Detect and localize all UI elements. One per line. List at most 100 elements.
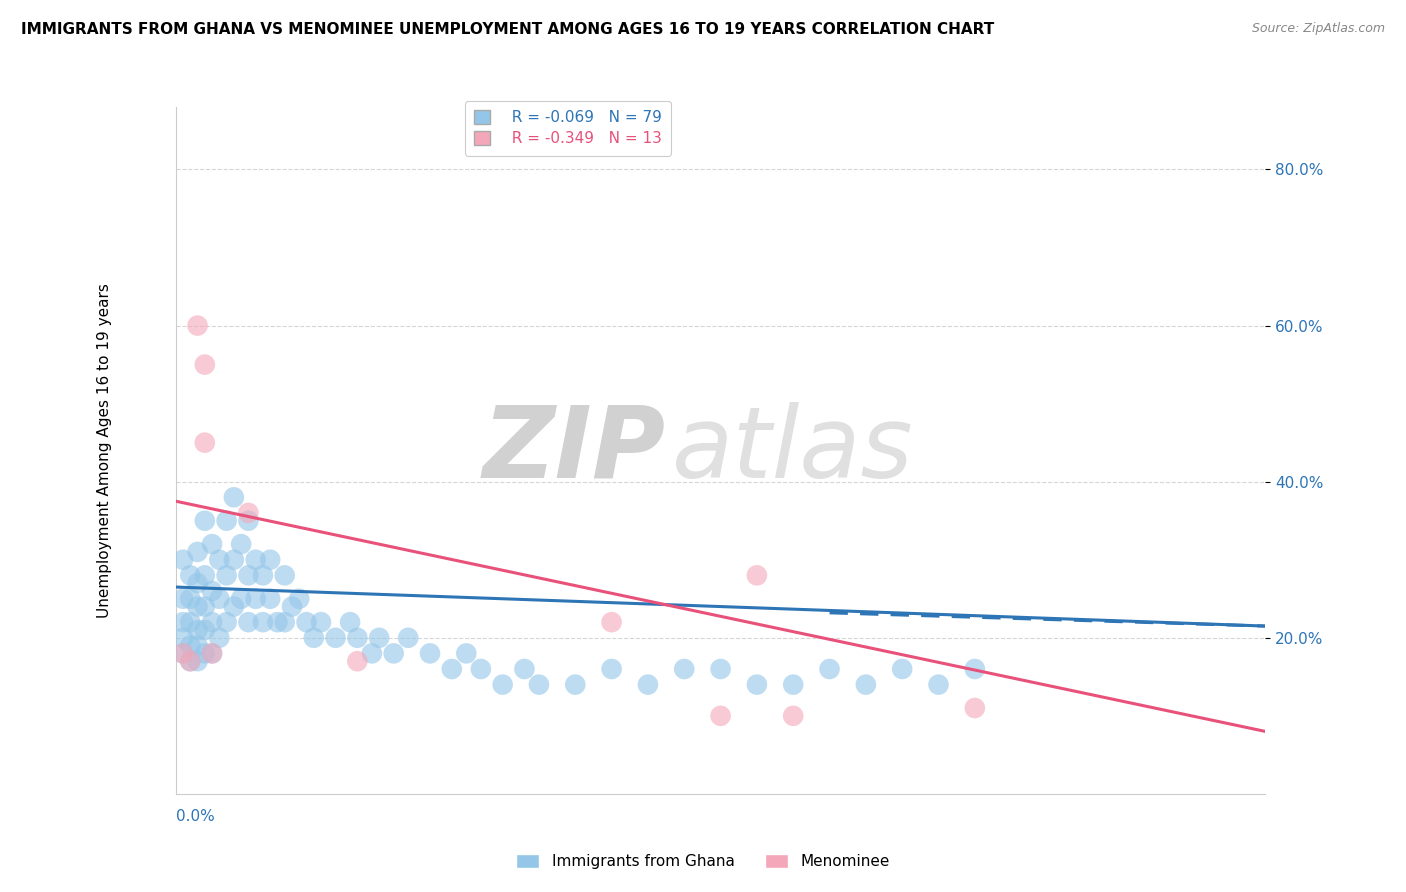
Point (222, 490, 245, 504)
Point (179, 654, 201, 668)
Point (238, 514, 260, 528)
Text: 0.0%: 0.0% (176, 809, 215, 824)
Point (818, 662, 841, 676)
Point (208, 591, 231, 606)
Point (194, 623, 217, 637)
Point (492, 678, 515, 692)
Point (382, 646, 405, 660)
Point (179, 591, 201, 606)
Point (855, 678, 877, 692)
Point (963, 701, 986, 715)
Point (339, 615, 361, 630)
Point (201, 646, 224, 660)
Point (186, 639, 209, 653)
Point (368, 631, 391, 645)
Point (281, 599, 304, 614)
Text: IMMIGRANTS FROM GHANA VS MENOMINEE UNEMPLOYMENT AMONG AGES 16 TO 19 YEARS CORREL: IMMIGRANTS FROM GHANA VS MENOMINEE UNEMP… (21, 22, 994, 37)
Point (172, 591, 194, 606)
Point (782, 708, 804, 723)
Point (245, 552, 267, 567)
Point (928, 678, 950, 692)
Point (600, 615, 623, 630)
Point (295, 615, 318, 630)
Point (456, 646, 478, 660)
Point (782, 678, 804, 692)
Point (231, 591, 253, 606)
Legend: Immigrants from Ghana, Menominee: Immigrants from Ghana, Menominee (510, 848, 896, 875)
Text: Source: ZipAtlas.com: Source: ZipAtlas.com (1251, 22, 1385, 36)
Point (673, 662, 696, 676)
Point (201, 615, 224, 630)
Point (194, 568, 217, 582)
Point (186, 599, 209, 614)
Point (194, 599, 217, 614)
Point (302, 631, 325, 645)
Point (710, 708, 733, 723)
Point (396, 631, 419, 645)
Point (215, 514, 238, 528)
Point (172, 646, 194, 660)
Point (266, 615, 288, 630)
Point (274, 568, 297, 582)
Point (231, 537, 253, 551)
Point (172, 646, 194, 660)
Point (172, 615, 194, 630)
Point (309, 615, 332, 630)
Point (637, 678, 659, 692)
Point (201, 583, 224, 598)
Point (208, 552, 231, 567)
Point (360, 646, 382, 660)
Point (238, 615, 260, 630)
Point (179, 568, 201, 582)
Point (745, 678, 768, 692)
Point (194, 514, 217, 528)
Point (470, 662, 492, 676)
Point (710, 662, 733, 676)
Point (172, 631, 194, 645)
Point (419, 646, 441, 660)
Point (186, 318, 209, 333)
Point (527, 678, 550, 692)
Point (346, 654, 368, 668)
Point (201, 646, 224, 660)
Point (346, 631, 368, 645)
Point (259, 552, 281, 567)
Point (186, 545, 209, 559)
Text: atlas: atlas (672, 402, 912, 499)
Point (600, 662, 623, 676)
Point (513, 662, 536, 676)
Point (179, 639, 201, 653)
Point (186, 623, 209, 637)
Point (963, 662, 986, 676)
Point (259, 591, 281, 606)
Legend:   R = -0.069   N = 79,   R = -0.349   N = 13: R = -0.069 N = 79, R = -0.349 N = 13 (465, 101, 671, 155)
Point (222, 552, 245, 567)
Point (325, 631, 347, 645)
Point (745, 568, 768, 582)
Point (238, 506, 260, 520)
Point (179, 654, 201, 668)
Point (564, 678, 586, 692)
Point (288, 591, 311, 606)
Point (194, 646, 217, 660)
Point (194, 435, 217, 450)
Point (179, 615, 201, 630)
Point (238, 568, 260, 582)
Text: Unemployment Among Ages 16 to 19 years: Unemployment Among Ages 16 to 19 years (97, 283, 112, 618)
Text: ZIP: ZIP (484, 402, 666, 499)
Point (252, 615, 274, 630)
Point (194, 358, 217, 372)
Point (252, 568, 274, 582)
Point (201, 537, 224, 551)
Point (891, 662, 914, 676)
Point (208, 631, 231, 645)
Point (274, 615, 297, 630)
Point (172, 552, 194, 567)
Point (215, 615, 238, 630)
Point (215, 568, 238, 582)
Point (186, 576, 209, 591)
Point (186, 654, 209, 668)
Point (440, 662, 463, 676)
Point (245, 591, 267, 606)
Point (222, 599, 245, 614)
